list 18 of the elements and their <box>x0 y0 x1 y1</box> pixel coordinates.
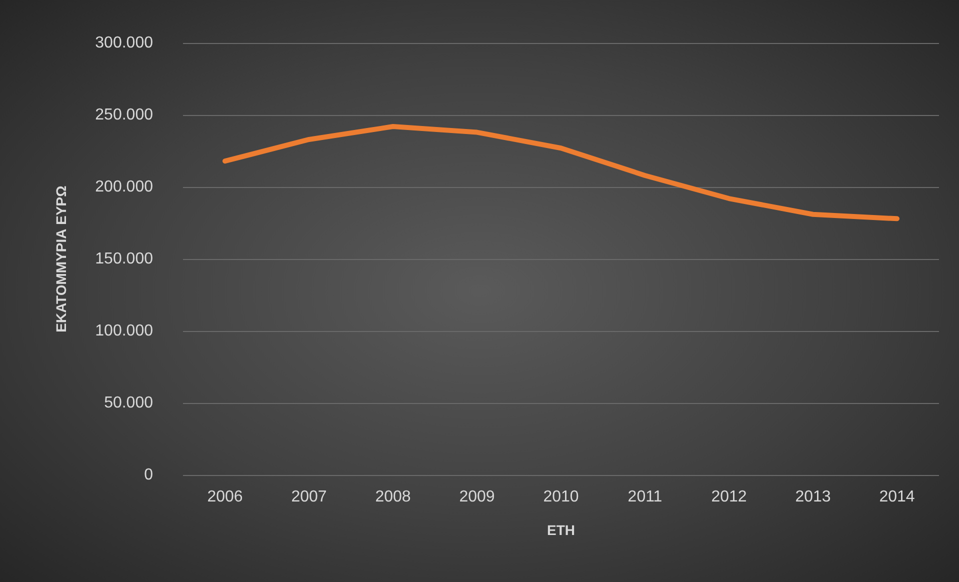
y-tick-label: 100.000 <box>95 322 154 340</box>
y-tick-label: 300.000 <box>95 34 154 52</box>
x-tick-label: 2014 <box>879 488 915 506</box>
y-tick-label: 250.000 <box>95 106 154 124</box>
x-tick-label: 2006 <box>207 488 243 506</box>
x-tick-label: 2012 <box>711 488 747 506</box>
x-tick-label: 2010 <box>543 488 579 506</box>
x-tick-label: 2009 <box>459 488 495 506</box>
x-tick-label: 2008 <box>375 488 411 506</box>
x-axis-title: ΕΤΗ <box>547 522 575 538</box>
x-tick-label: 2011 <box>628 488 662 506</box>
y-tick-label: 0 <box>144 466 154 484</box>
y-tick-label: 200.000 <box>95 178 154 196</box>
y-axis-title: ΕΚΑΤΟΜΜΥΡΙΑ ΕΥΡΩ <box>53 186 69 332</box>
x-tick-label: 2007 <box>291 488 327 506</box>
x-tick-label: 2013 <box>795 488 831 506</box>
y-tick-label: 150.000 <box>95 250 154 268</box>
y-tick-label: 50.000 <box>104 394 154 412</box>
